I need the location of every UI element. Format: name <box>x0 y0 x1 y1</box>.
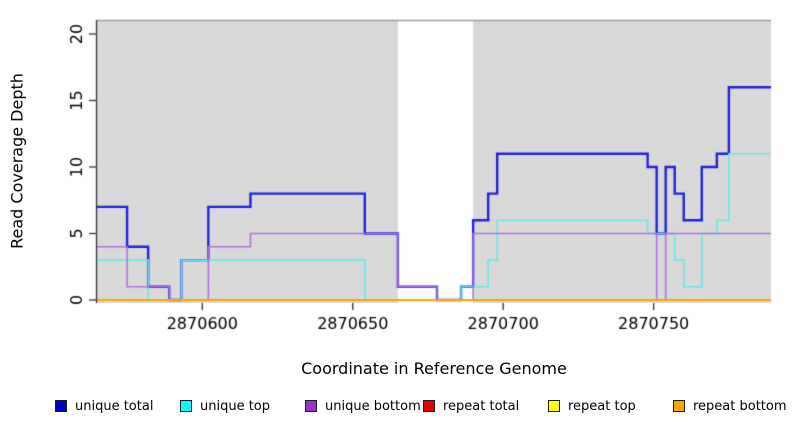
x-axis-label: Coordinate in Reference Genome <box>301 359 567 378</box>
y-axis-label: Read Coverage Depth <box>7 73 27 249</box>
